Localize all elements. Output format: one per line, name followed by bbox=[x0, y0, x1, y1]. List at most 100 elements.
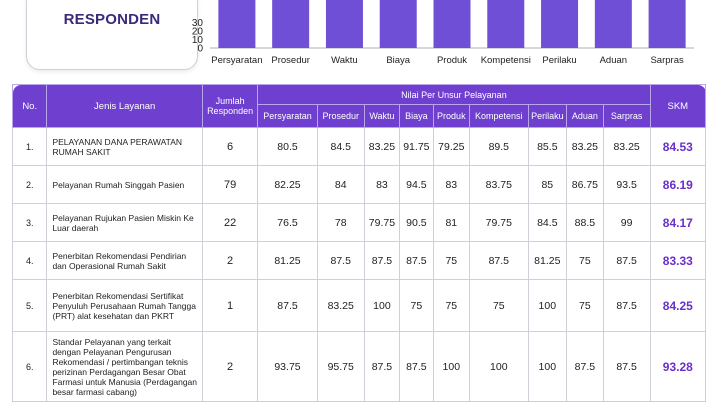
unit-value: 83.75 bbox=[469, 165, 529, 204]
unit-value: 76.5 bbox=[257, 203, 318, 242]
row-number: 5. bbox=[11, 279, 48, 332]
table-row: 2. Pelayanan Rumah Singgah Pasien 79 82.25 8… bbox=[11, 165, 707, 204]
unit-value: 88.5 bbox=[566, 203, 604, 242]
header-unit-prosedur: Prosedur bbox=[316, 104, 365, 128]
header-respondents: Jumlah Responden bbox=[201, 84, 259, 128]
unit-value: 94.5 bbox=[399, 165, 434, 204]
respondent-card-title: RESPONDEN bbox=[63, 11, 161, 28]
table-row: 1. PELAYANAN DANA PERAWATAN RUMAH SAKIT 6 8… bbox=[11, 127, 707, 166]
service-name: Pelayanan Rumah Singgah Pasien bbox=[46, 165, 203, 204]
unit-value: 84.5 bbox=[527, 203, 568, 242]
unit-value: 75 bbox=[566, 279, 604, 332]
table-row: 6. Standar Pelayanan yang terkait dengan … bbox=[11, 331, 707, 402]
header-skm: SKM bbox=[649, 84, 707, 128]
service-table-body: 1. PELAYANAN DANA PERAWATAN RUMAH SAKIT 6 8… bbox=[11, 127, 707, 402]
unit-value: 85 bbox=[527, 165, 568, 204]
bar bbox=[594, 0, 632, 48]
header-unit-kompetensi: Kompetensi bbox=[469, 104, 529, 128]
header-unit-perilaku: Perilaku bbox=[527, 104, 568, 128]
unit-value: 83.25 bbox=[602, 127, 651, 166]
respondent-count: 2 bbox=[201, 241, 259, 280]
bar bbox=[433, 0, 471, 48]
unit-value: 100 bbox=[527, 331, 568, 402]
x-tick-label: Aduan bbox=[600, 55, 627, 66]
unit-value: 87.5 bbox=[399, 331, 434, 402]
unit-value: 86.75 bbox=[566, 165, 604, 204]
unit-value: 93.5 bbox=[602, 165, 651, 204]
bar bbox=[379, 0, 417, 48]
unit-value: 87.5 bbox=[602, 241, 651, 280]
unit-value: 83 bbox=[363, 165, 401, 204]
skm-value: 83.33 bbox=[649, 241, 707, 280]
unit-value: 87.5 bbox=[399, 241, 434, 280]
unit-value: 83.25 bbox=[566, 127, 604, 166]
header-unit-aduan: Aduan bbox=[566, 104, 604, 128]
header-unit-persyaratan: Persyaratan bbox=[257, 104, 318, 128]
unit-value: 84.5 bbox=[316, 127, 365, 166]
row-number: 3. bbox=[11, 203, 48, 242]
header-no: No. bbox=[11, 84, 48, 128]
row-number: 6. bbox=[11, 331, 48, 402]
header-unit-sarpras: Sarpras bbox=[602, 104, 651, 128]
unit-value: 75 bbox=[432, 279, 471, 332]
table-row: 4. Penerbitan Rekomendasi Pendirian dan O… bbox=[11, 241, 707, 280]
unit-value: 75 bbox=[566, 241, 604, 280]
table-row: 5. Penerbitan Rekomendasi Sertifikat Peny… bbox=[11, 279, 707, 332]
unit-value: 93.75 bbox=[257, 331, 318, 402]
row-number: 2. bbox=[11, 165, 48, 204]
respondent-count: 22 bbox=[201, 203, 259, 242]
unit-value: 84 bbox=[316, 165, 365, 204]
unit-value: 81 bbox=[432, 203, 471, 242]
unit-value: 83.25 bbox=[316, 279, 365, 332]
x-tick-label: Perilaku bbox=[542, 55, 576, 66]
skm-value: 84.25 bbox=[649, 279, 707, 332]
x-tick-label: Waktu bbox=[331, 55, 358, 66]
service-table: No. Jenis Layanan Jumlah Responden Nilai… bbox=[11, 84, 707, 402]
header-unit-waktu: Waktu bbox=[363, 104, 401, 128]
unit-value: 75 bbox=[469, 279, 529, 332]
unit-value: 83 bbox=[432, 165, 471, 204]
x-tick-label: Kompetensi bbox=[481, 55, 531, 66]
y-tick-label: 30 bbox=[192, 18, 204, 29]
unit-value: 95.75 bbox=[316, 331, 365, 402]
unit-value: 85.5 bbox=[527, 127, 568, 166]
service-name: Standar Pelayanan yang terkait dengan Pe… bbox=[46, 331, 203, 402]
unit-value: 87.5 bbox=[602, 331, 651, 402]
skm-value: 93.28 bbox=[649, 331, 707, 402]
table-row: 3. Pelayanan Rujukan Pasien Miskin Ke Lua… bbox=[11, 203, 707, 242]
service-name: Penerbitan Rekomendasi Pendirian dan Ope… bbox=[46, 241, 203, 280]
skm-value: 86.19 bbox=[649, 165, 707, 204]
unit-value: 79.25 bbox=[432, 127, 471, 166]
unit-value: 89.5 bbox=[469, 127, 529, 166]
unit-value: 100 bbox=[432, 331, 471, 402]
unit-value: 87.5 bbox=[469, 241, 529, 280]
unit-value: 78 bbox=[316, 203, 365, 242]
x-tick-label: Sarpras bbox=[650, 55, 684, 66]
unit-value: 87.5 bbox=[363, 241, 401, 280]
y-tick-label: 20 bbox=[192, 27, 204, 38]
row-number: 4. bbox=[11, 241, 48, 280]
unit-value: 81.25 bbox=[257, 241, 318, 280]
x-tick-label: Persyaratan bbox=[211, 55, 262, 66]
unit-value: 100 bbox=[527, 279, 568, 332]
service-table-wrapper: No. Jenis Layanan Jumlah Responden Nilai… bbox=[11, 84, 707, 402]
skm-value: 84.53 bbox=[649, 127, 707, 166]
header-unit-biaya: Biaya bbox=[399, 104, 434, 128]
bar bbox=[272, 0, 310, 48]
respondent-count: 6 bbox=[201, 127, 259, 166]
unit-value: 87.5 bbox=[257, 279, 318, 332]
bar bbox=[487, 0, 525, 48]
unit-value: 75 bbox=[432, 241, 471, 280]
unit-value: 91.75 bbox=[399, 127, 434, 166]
unit-value: 87.5 bbox=[363, 331, 401, 402]
service-name: Penerbitan Rekomendasi Sertifikat Penyul… bbox=[46, 279, 203, 332]
service-name: PELAYANAN DANA PERAWATAN RUMAH SAKIT bbox=[46, 127, 203, 166]
bar bbox=[218, 0, 256, 48]
unit-value: 79.75 bbox=[363, 203, 401, 242]
unit-value: 99 bbox=[602, 203, 651, 242]
service-name: Pelayanan Rujukan Pasien Miskin Ke Luar … bbox=[46, 203, 203, 242]
x-tick-label: Prosedur bbox=[271, 55, 310, 66]
row-number: 1. bbox=[11, 127, 48, 166]
unit-value: 81.25 bbox=[527, 241, 568, 280]
